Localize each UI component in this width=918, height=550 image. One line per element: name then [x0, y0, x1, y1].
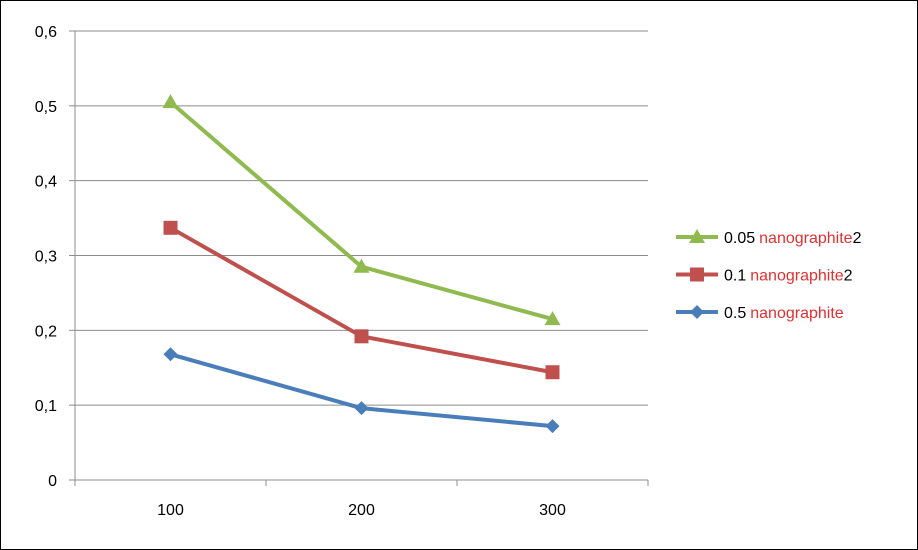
data-point [545, 419, 560, 434]
gridlines [75, 30, 648, 406]
x-tick-label: 300 [539, 502, 566, 519]
data-point [163, 220, 178, 235]
y-tick-label: 0,5 [35, 99, 57, 116]
legend-label-suffix: 2 [844, 268, 853, 285]
data-point [544, 311, 561, 326]
data-point [163, 347, 178, 362]
series-line [169, 226, 553, 375]
legend-item: 0.5 nanographite [676, 305, 844, 322]
legend-marker [690, 267, 704, 282]
legend-label-suffix: 2 [853, 230, 862, 247]
data-point [354, 401, 369, 416]
data-point [353, 258, 370, 273]
legend-label-number: 0.1 [724, 268, 746, 285]
axes [69, 30, 649, 486]
x-axis-tick-labels: 100 200 300 [157, 502, 566, 519]
legend-label-word: nanographite [750, 268, 844, 285]
x-tick-label: 100 [157, 502, 184, 519]
series-line [169, 352, 553, 429]
legend-marker [690, 305, 704, 319]
y-tick-label: 0,1 [35, 398, 57, 415]
legend-label-word: nanographite [750, 305, 844, 322]
data-point [354, 329, 369, 344]
data-point [545, 365, 560, 380]
y-tick-label: 0,2 [35, 323, 57, 340]
y-axis-tick-labels: 0 0,1 0,2 0,3 0,4 0,5 0,6 [35, 24, 57, 490]
series-lines [162, 94, 561, 434]
legend-label: 0.05 nanographite2 [724, 230, 862, 247]
legend-marker [689, 229, 705, 243]
y-tick-label: 0 [48, 473, 57, 490]
legend-item: 0.1 nanographite2 [676, 267, 853, 285]
y-tick-label: 0,3 [35, 249, 57, 266]
legend-item: 0.05 nanographite2 [676, 229, 862, 247]
legend-label-number: 0.5 [724, 305, 746, 322]
legend-label-word: nanographite [759, 230, 853, 247]
legend-label: 0.5 nanographite [724, 305, 844, 322]
y-tick-label: 0,4 [35, 174, 57, 191]
series-line [169, 100, 554, 322]
y-tick-label: 0,6 [35, 24, 57, 41]
legend-label: 0.1 nanographite2 [724, 268, 853, 285]
legend-label-number: 0.05 [724, 230, 755, 247]
x-tick-label: 200 [348, 502, 375, 519]
data-point [162, 94, 179, 109]
